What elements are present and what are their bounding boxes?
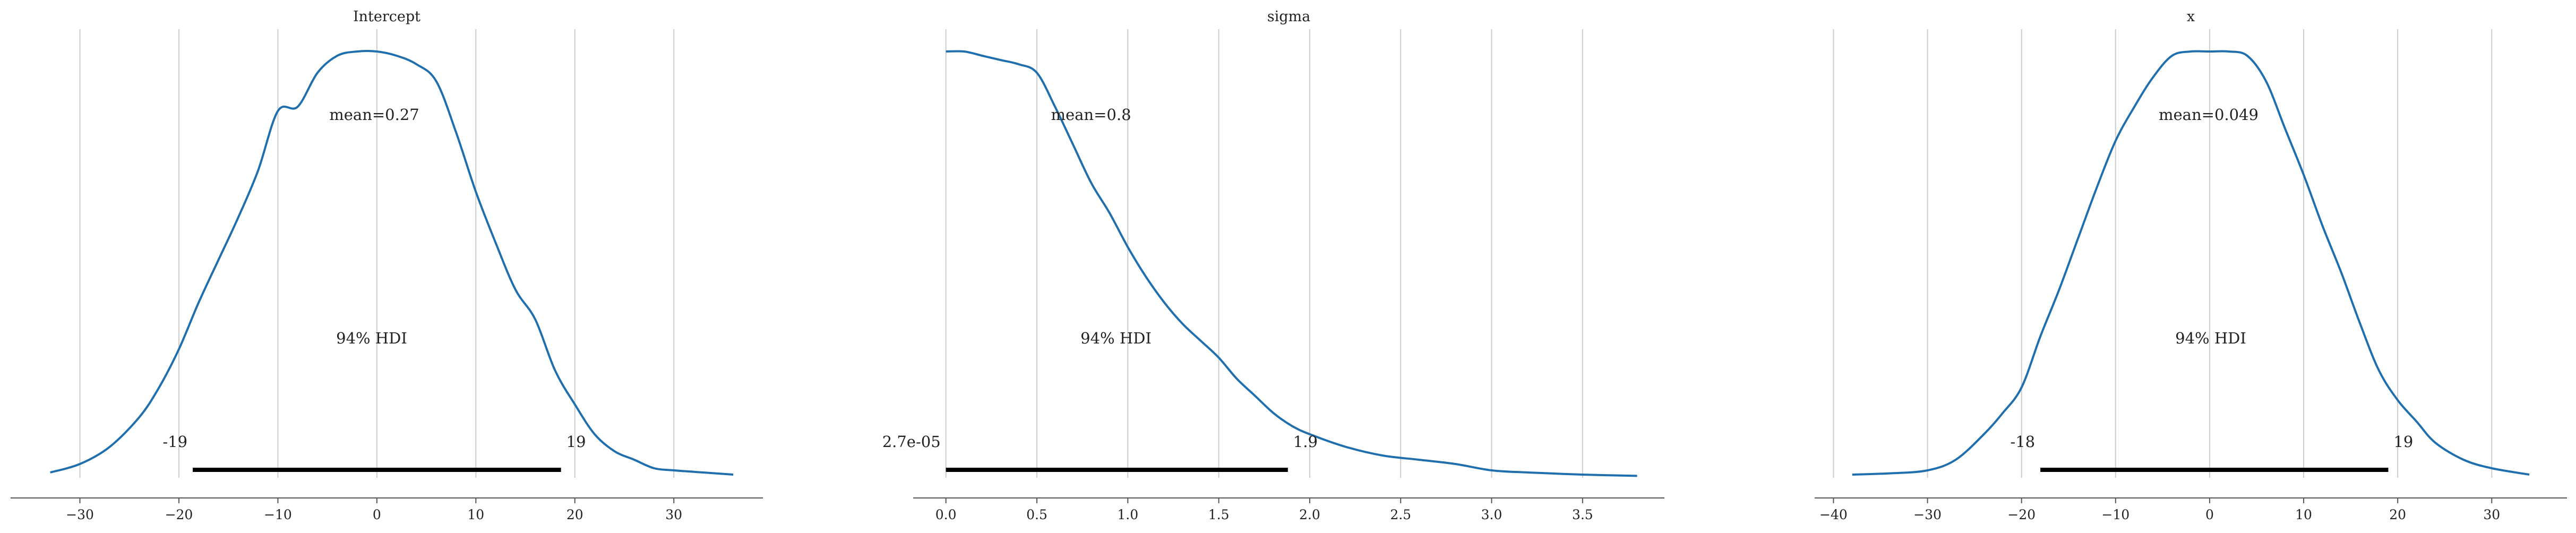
density-curve bbox=[946, 50, 1637, 477]
density-curve bbox=[1852, 50, 2530, 476]
panel-title: x bbox=[2187, 8, 2195, 25]
x-tick-label: 20 bbox=[2389, 507, 2406, 522]
panel-title: Intercept bbox=[353, 8, 420, 25]
x-tick-label: 0.5 bbox=[1026, 507, 1047, 522]
hdi-upper-label: 1.9 bbox=[1293, 433, 1318, 451]
mean-label: mean=0.049 bbox=[2159, 106, 2259, 124]
hdi-lower-label: -18 bbox=[2010, 433, 2035, 451]
x-tick-label: −30 bbox=[1913, 507, 1942, 522]
mean-label: mean=0.8 bbox=[1051, 106, 1131, 124]
x-tick-label: 2.5 bbox=[1390, 507, 1411, 522]
x-tick-label: −10 bbox=[264, 507, 292, 522]
hdi-label: 94% HDI bbox=[2175, 329, 2246, 347]
hdi-label: 94% HDI bbox=[1080, 329, 1152, 347]
x-tick-label: −40 bbox=[1819, 507, 1848, 522]
mean-label: mean=0.27 bbox=[329, 106, 419, 124]
x-tick-label: 3.5 bbox=[1572, 507, 1593, 522]
x-tick-label: 10 bbox=[2295, 507, 2312, 522]
x-tick-label: −10 bbox=[2101, 507, 2130, 522]
x-tick-label: 0 bbox=[373, 507, 381, 522]
x-tick-label: −30 bbox=[66, 507, 94, 522]
hdi-lower-label: -19 bbox=[162, 433, 187, 451]
x-tick-label: 2.0 bbox=[1299, 507, 1320, 522]
hdi-upper-label: 19 bbox=[2393, 433, 2413, 451]
hdi-label: 94% HDI bbox=[336, 329, 407, 347]
x-tick-label: 30 bbox=[665, 507, 682, 522]
x-tick-label: −20 bbox=[165, 507, 193, 522]
x-tick-label: 30 bbox=[2483, 507, 2500, 522]
x-tick-label: 10 bbox=[467, 507, 484, 522]
x-tick-label: −20 bbox=[2007, 507, 2036, 522]
x-tick-label: 1.5 bbox=[1208, 507, 1230, 522]
x-tick-label: 0 bbox=[2205, 507, 2214, 522]
hdi-upper-label: 19 bbox=[566, 433, 586, 451]
x-tick-label: 0.0 bbox=[935, 507, 957, 522]
density-curve bbox=[50, 50, 734, 476]
hdi-lower-label: 2.7e-05 bbox=[882, 433, 941, 451]
x-tick-label: 3.0 bbox=[1481, 507, 1502, 522]
panel-title: sigma bbox=[1267, 8, 1310, 25]
x-tick-label: 1.0 bbox=[1117, 507, 1138, 522]
x-tick-label: 20 bbox=[566, 507, 583, 522]
